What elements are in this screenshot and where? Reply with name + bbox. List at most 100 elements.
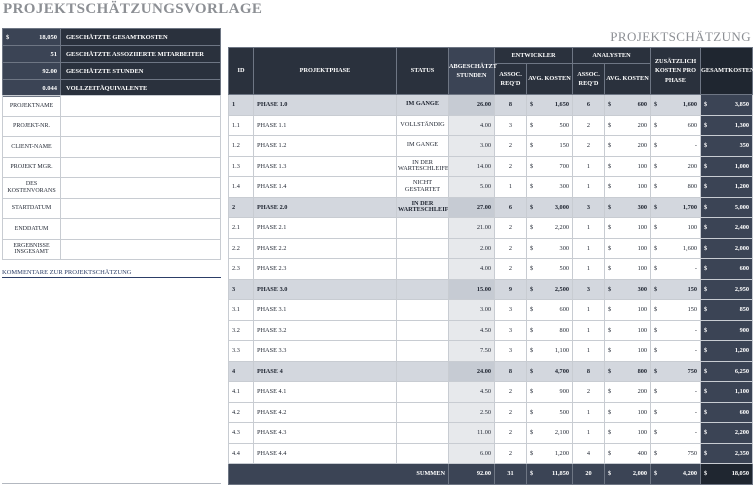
currency-symbol: $ <box>530 367 534 375</box>
totals-label: SUMMEN <box>228 463 449 485</box>
summary-value: 92.00 <box>2 62 61 80</box>
info-row: DES KOSTENVORANS <box>2 177 221 199</box>
estimate-table: ID PROJEKTPHASE STATUS ABGESCHÄTZT STUND… <box>228 47 754 485</box>
row-status <box>396 258 449 280</box>
info-row: PROJEKT-NR. <box>2 115 221 137</box>
row-additional-cost: $ - <box>650 381 702 403</box>
row-additional-cost: $750 <box>650 360 702 382</box>
currency-symbol: $ <box>654 183 658 191</box>
summary-table: $18,050 GESCHÄTZTE GESAMTKOSTEN 51 GESCHÄTZ… <box>2 28 221 97</box>
summary-row: 92.00 GESCHÄTZTE STUNDEN <box>2 62 221 80</box>
col-header-additional: ZUSÄTZLICH KOSTEN PRO PHASE <box>650 47 702 95</box>
row-an-cost-value: 200 <box>637 142 648 150</box>
currency-symbol: $ <box>608 470 612 478</box>
row-an-cost: $300 <box>603 196 652 218</box>
task-row: 2.2 PHASE 2.2 2.00 2 $300 1 $100 $1,600 $2,000 <box>228 237 754 259</box>
task-row: 1.3 PHASE 1.3 IN DER WARTESCHLEIFE 14.00 2 $7… <box>228 155 754 177</box>
row-an-assoc: 1 <box>572 155 605 177</box>
row-total-cost: $1,300 <box>700 114 754 136</box>
row-an-assoc: 1 <box>572 401 605 423</box>
totals-grand-cost-value: 18,050 <box>731 470 750 478</box>
row-dev-assoc: 2 <box>494 258 527 280</box>
summary-value: 0.044 <box>2 79 61 97</box>
row-additional-cost-value: 150 <box>687 285 698 293</box>
row-an-assoc: 1 <box>572 422 605 444</box>
row-additional-cost: $150 <box>650 299 702 321</box>
row-an-cost-value: 200 <box>637 388 648 396</box>
row-phase-name: PHASE 3.3 <box>253 340 397 362</box>
row-hours: 4.50 <box>448 381 495 403</box>
row-dev-assoc: 2 <box>494 237 527 259</box>
row-status: VOLLSTÄNDIG <box>396 114 449 136</box>
row-an-cost-value: 100 <box>637 224 648 232</box>
info-label: STARTDATUM <box>2 197 61 219</box>
totals-an-cost: $2,000 <box>603 463 652 485</box>
row-hours: 14.00 <box>448 155 495 177</box>
info-label: ERGEBNISSE INSGESAMT <box>2 238 61 260</box>
task-row: 2.1 PHASE 2.1 21.00 2 $2,200 1 $100 $100 $2,400 <box>228 217 754 239</box>
totals-additional-cost-value: 4,200 <box>682 470 698 478</box>
comments-area-bottom <box>2 483 221 484</box>
currency-symbol: $ <box>704 367 708 375</box>
col-header-id: ID <box>228 47 254 95</box>
summary-row: $18,050 GESCHÄTZTE GESAMTKOSTEN <box>2 28 221 46</box>
task-row: 4.4 PHASE 4.4 6.00 2 $1,200 4 $400 $750 $2,350 <box>228 442 754 464</box>
row-status <box>396 401 449 423</box>
row-additional-cost-value: 1,600 <box>682 101 698 109</box>
currency-symbol: $ <box>704 449 708 457</box>
row-total-cost: $2,950 <box>700 278 754 300</box>
info-value-field[interactable] <box>60 238 221 260</box>
row-status <box>396 360 449 382</box>
row-total-cost-value: 350 <box>739 142 750 150</box>
row-total-cost-value: 600 <box>739 265 750 273</box>
row-status <box>396 299 449 321</box>
row-id: 1.1 <box>228 114 254 136</box>
info-value-field[interactable] <box>60 197 221 219</box>
currency-symbol: $ <box>530 224 534 232</box>
row-id: 4.2 <box>228 401 254 423</box>
info-value-field[interactable] <box>60 177 221 199</box>
row-an-cost: $100 <box>603 237 652 259</box>
row-dev-assoc: 8 <box>494 360 527 382</box>
row-an-cost: $100 <box>603 176 652 198</box>
summary-row: 51 GESCHÄTZTE ASSOZIIERTE MITARBEITER <box>2 45 221 63</box>
row-total-cost-value: 2,200 <box>734 429 750 437</box>
row-dev-cost-value: 800 <box>559 326 569 334</box>
row-an-cost: $100 <box>603 340 652 362</box>
info-value-field[interactable] <box>60 95 221 117</box>
row-total-cost-value: 3,850 <box>734 101 750 109</box>
currency-symbol: $ <box>654 121 658 129</box>
phase-row: 4 PHASE 4 24.00 8 $4,700 8 $800 $750 $6,250 <box>228 360 754 382</box>
task-row: 3.1 PHASE 3.1 3.00 3 $600 1 $100 $150 $850 <box>228 299 754 321</box>
row-phase-name: PHASE 3.0 <box>253 278 397 300</box>
row-status <box>396 237 449 259</box>
row-additional-cost-value: - <box>694 408 698 416</box>
currency-symbol: $ <box>608 244 612 252</box>
currency-symbol: $ <box>704 121 708 129</box>
currency-symbol: $ <box>608 347 612 355</box>
info-value-field[interactable] <box>60 218 221 240</box>
row-total-cost-value: 1,100 <box>734 388 750 396</box>
info-row: STARTDATUM <box>2 197 221 219</box>
info-value-field[interactable] <box>60 136 221 158</box>
currency-symbol: $ <box>530 203 534 211</box>
row-an-cost: $200 <box>603 381 652 403</box>
info-value-field[interactable] <box>60 156 221 178</box>
project-info-table: PROJEKTNAME PROJEKT-NR. CLIENT-NAME PROJEKT… <box>2 95 221 260</box>
row-an-assoc: 2 <box>572 135 605 157</box>
currency-symbol: $ <box>608 224 612 232</box>
currency-symbol: $ <box>608 429 612 437</box>
row-additional-cost: $150 <box>650 278 702 300</box>
currency-symbol: $ <box>608 408 612 416</box>
row-dev-cost-value: 500 <box>559 408 569 416</box>
summary-label: VOLLZEITÄQUIVALENTE <box>60 79 221 97</box>
row-additional-cost: $ - <box>650 258 702 280</box>
row-phase-name: PHASE 1.1 <box>253 114 397 136</box>
row-id: 2.2 <box>228 237 254 259</box>
currency-symbol: $ <box>704 203 708 211</box>
currency-symbol: $ <box>704 326 708 334</box>
row-dev-assoc: 3 <box>494 299 527 321</box>
row-hours: 3.00 <box>448 135 495 157</box>
row-additional-cost: $1,700 <box>650 196 702 218</box>
info-value-field[interactable] <box>60 115 221 137</box>
